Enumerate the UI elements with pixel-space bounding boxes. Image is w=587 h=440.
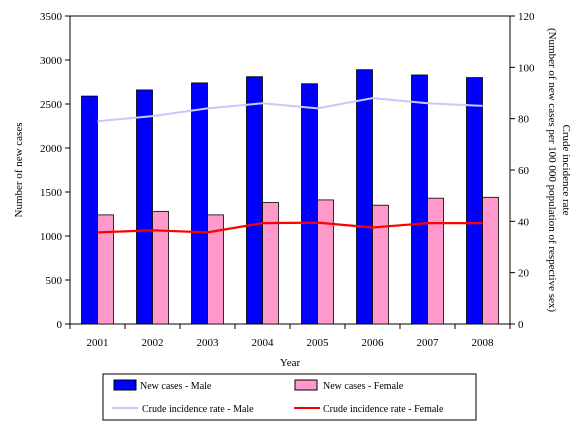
left-axis: 0 500 1000 1500 2000 2500 3000 3500 — [40, 11, 70, 331]
legend-label-male-rate: Crude incidence rate - Male — [142, 404, 254, 415]
y2-axis-title-line1: Crude incidence rate — [560, 124, 572, 215]
y-tick-label: 0 — [57, 319, 63, 331]
bar-male-cases — [411, 74, 428, 325]
bar-male-cases — [356, 69, 373, 325]
legend-swatch-male-cases — [113, 379, 137, 391]
line-male-rate — [97, 97, 483, 123]
bar-male-cases — [191, 82, 208, 325]
bar-female-cases — [482, 196, 499, 325]
line-female-rate — [97, 221, 483, 234]
x-axis-title: Year — [280, 357, 301, 369]
legend-label-female-cases: New cases - Female — [323, 381, 404, 392]
x-tick-label: 2003 — [197, 337, 220, 349]
x-tick-label: 2007 — [417, 337, 440, 349]
y-tick-label: 2000 — [40, 143, 63, 155]
x-tick-label: 2005 — [307, 337, 330, 349]
y2-tick-label: 20 — [518, 268, 530, 280]
bar-male-cases — [246, 76, 263, 325]
y2-axis-title-line2: (Number of new cases per 100 000 populat… — [546, 28, 558, 312]
legend-label-male-cases: New cases - Male — [140, 381, 212, 392]
x-tick-label: 2004 — [252, 337, 275, 349]
legend: New cases - Male New cases - Female Crud… — [102, 373, 477, 421]
x-tick-label: 2006 — [362, 337, 385, 349]
legend-box — [102, 373, 477, 421]
x-tick-label: 2001 — [87, 337, 109, 349]
x-tick-label: 2002 — [142, 337, 164, 349]
bar-male-cases — [301, 83, 318, 325]
y2-tick-label: 100 — [518, 62, 535, 74]
y2-tick-label: 80 — [518, 114, 530, 126]
legend-swatch-female-cases — [294, 379, 318, 391]
y2-tick-label: 0 — [518, 319, 524, 331]
bar-male-cases — [136, 89, 153, 325]
y-tick-label: 3500 — [40, 11, 63, 23]
legend-label-female-rate: Crude incidence rate - Female — [323, 404, 444, 415]
y-tick-label: 1500 — [40, 187, 63, 199]
y-axis-title: Number of new cases — [13, 123, 25, 218]
bar-male-cases — [81, 95, 98, 325]
bar-female-cases — [207, 214, 224, 325]
y-tick-label: 500 — [46, 275, 63, 287]
y2-tick-label: 60 — [518, 165, 530, 177]
plot-area — [69, 15, 511, 325]
y2-tick-label: 120 — [518, 11, 535, 23]
bar-female-cases — [427, 197, 444, 325]
y-tick-label: 2500 — [40, 99, 63, 111]
bar-female-cases — [152, 210, 169, 325]
right-axis: 0 20 40 60 80 100 120 — [510, 11, 535, 331]
y-tick-label: 1000 — [40, 231, 63, 243]
lines — [97, 97, 483, 234]
bar-female-cases — [317, 199, 334, 325]
bar-female-cases — [262, 202, 279, 325]
bars — [81, 69, 499, 325]
y2-tick-label: 40 — [518, 216, 530, 228]
bar-male-cases — [466, 77, 483, 325]
bar-female-cases — [372, 204, 389, 325]
x-tick-label: 2008 — [472, 337, 495, 349]
y-tick-label: 3000 — [40, 55, 63, 67]
bar-female-cases — [97, 214, 114, 325]
x-axis: 2001 2002 2003 2004 2005 2006 2007 2008 — [69, 324, 511, 349]
